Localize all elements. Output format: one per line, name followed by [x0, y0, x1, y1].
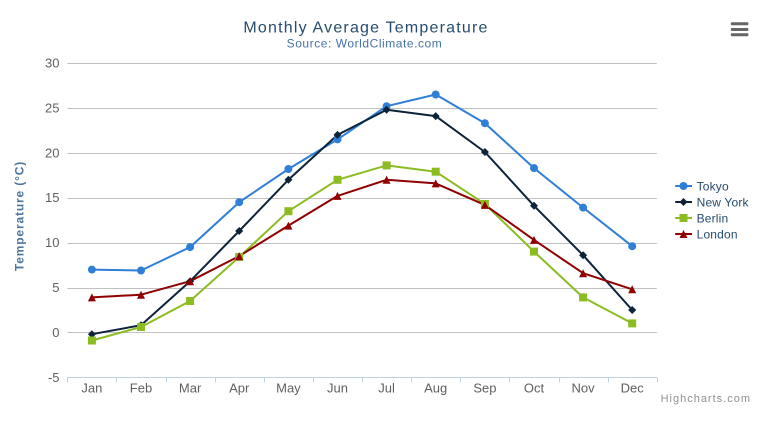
svg-text:30: 30: [45, 56, 59, 71]
svg-text:Aug: Aug: [424, 380, 447, 395]
svg-text:Sep: Sep: [473, 380, 496, 395]
svg-text:Jun: Jun: [327, 380, 348, 395]
svg-text:May: May: [276, 380, 301, 395]
svg-text:Mar: Mar: [179, 380, 202, 395]
svg-text:10: 10: [45, 235, 59, 250]
svg-text:Berlin: Berlin: [697, 211, 729, 225]
svg-text:Monthly Average Temperature: Monthly Average Temperature: [243, 20, 488, 37]
svg-text:Oct: Oct: [524, 380, 545, 395]
svg-text:London: London: [697, 227, 738, 241]
svg-text:Nov: Nov: [572, 380, 596, 395]
svg-text:Highcharts.com: Highcharts.com: [661, 393, 751, 405]
svg-text:Temperature (°C): Temperature (°C): [13, 161, 27, 271]
svg-text:Jul: Jul: [378, 380, 395, 395]
svg-text:Apr: Apr: [229, 380, 250, 395]
svg-text:15: 15: [45, 190, 59, 205]
svg-text:25: 25: [45, 101, 59, 116]
svg-text:Feb: Feb: [130, 380, 152, 395]
svg-text:20: 20: [45, 145, 59, 160]
svg-text:Tokyo: Tokyo: [697, 179, 729, 193]
svg-text:0: 0: [52, 325, 59, 340]
svg-text:Source: WorldClimate.com: Source: WorldClimate.com: [287, 37, 443, 51]
svg-text:Jan: Jan: [81, 380, 102, 395]
svg-text:-5: -5: [48, 370, 60, 385]
svg-text:Dec: Dec: [621, 380, 645, 395]
svg-text:New York: New York: [697, 195, 750, 209]
svg-text:5: 5: [52, 280, 59, 295]
